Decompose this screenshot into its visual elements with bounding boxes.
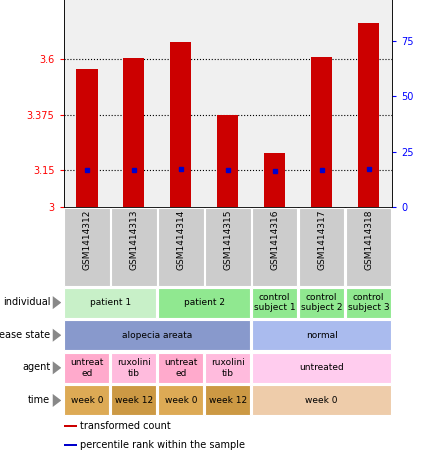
Bar [252,386,391,415]
Bar [264,153,285,207]
Text: percentile rank within the sample: percentile rank within the sample [80,439,245,450]
Bar [158,208,204,285]
Bar [64,443,77,446]
Bar [205,386,250,415]
Text: week 12: week 12 [115,396,153,405]
Bar [346,208,391,285]
Text: GSM1414315: GSM1414315 [223,209,232,270]
Bar [64,353,110,383]
Text: patient 1: patient 1 [90,298,131,307]
Text: week 0: week 0 [71,396,103,405]
Text: alopecia areata: alopecia areata [122,331,192,340]
Bar [358,23,379,207]
Bar [299,208,344,285]
Bar [252,353,391,383]
Bar [311,57,332,207]
Polygon shape [53,329,61,342]
Text: control
subject 1: control subject 1 [254,293,296,312]
Bar [217,115,238,207]
Text: individual: individual [3,297,50,307]
Text: untreat
ed: untreat ed [70,358,104,377]
Bar [159,288,250,318]
Bar [159,386,203,415]
Text: week 0: week 0 [305,396,338,405]
Bar [205,208,251,285]
Text: GSM1414312: GSM1414312 [82,209,92,270]
Bar [252,208,297,285]
Text: GSM1414316: GSM1414316 [270,209,279,270]
Text: untreat
ed: untreat ed [164,358,198,377]
Bar [111,353,156,383]
Polygon shape [53,361,61,374]
Text: ruxolini
tib: ruxolini tib [117,358,151,377]
Text: GSM1414313: GSM1414313 [129,209,138,270]
Bar [170,42,191,207]
Text: transformed count: transformed count [80,421,171,431]
Polygon shape [53,296,61,309]
Bar [252,320,391,350]
Bar [64,320,250,350]
Text: time: time [28,395,50,405]
Bar [252,288,297,318]
Bar [76,69,98,207]
Bar [299,288,344,318]
Text: ruxolini
tib: ruxolini tib [211,358,245,377]
Bar [64,208,110,285]
Text: GSM1414317: GSM1414317 [317,209,326,270]
Text: control
subject 3: control subject 3 [348,293,389,312]
Bar [64,386,110,415]
Text: GSM1414314: GSM1414314 [177,209,185,270]
Text: patient 2: patient 2 [184,298,225,307]
Bar [159,353,203,383]
Bar [111,386,156,415]
Text: week 0: week 0 [165,396,197,405]
Bar [64,288,156,318]
Text: untreated: untreated [299,363,344,372]
Text: normal: normal [306,331,338,340]
Text: disease state: disease state [0,330,50,340]
Text: control
subject 2: control subject 2 [301,293,343,312]
Bar [124,58,145,207]
Text: week 12: week 12 [208,396,247,405]
Bar [111,208,157,285]
Bar [205,353,250,383]
Text: agent: agent [22,362,50,372]
Polygon shape [53,394,61,407]
Text: GSM1414318: GSM1414318 [364,209,373,270]
Bar [64,425,77,427]
Bar [346,288,391,318]
